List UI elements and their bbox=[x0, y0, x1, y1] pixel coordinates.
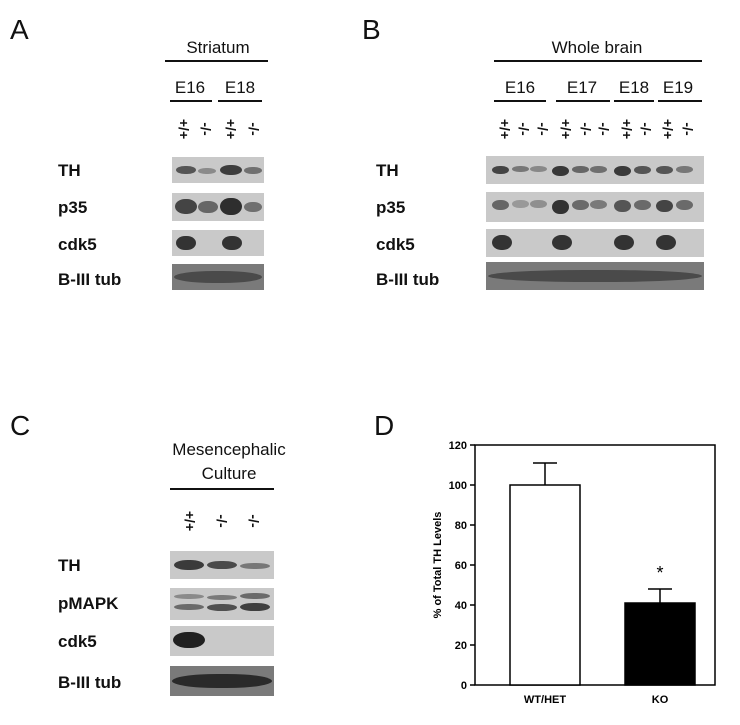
panel-a-row-cdk5: cdk5 bbox=[58, 235, 97, 254]
panel-b-genotype-label: +/+ bbox=[497, 118, 513, 140]
panel-b-tissue: Whole brain bbox=[551, 38, 643, 57]
panel-a-tissue: Striatum bbox=[186, 38, 250, 57]
panel-b-genotype-label: -/- bbox=[638, 122, 654, 136]
y-tick-label: 40 bbox=[455, 600, 467, 612]
panel-b-genotype-label: +/+ bbox=[660, 118, 676, 140]
panel-c-letter: C bbox=[10, 410, 31, 441]
panel-c-genotype-label: +/+ bbox=[182, 510, 198, 532]
panel-c-row-th: TH bbox=[58, 556, 81, 575]
panel-a-tissue-line bbox=[165, 60, 268, 62]
panel-a-blot-th bbox=[172, 157, 264, 183]
panel-a-blot-cdk5 bbox=[172, 230, 264, 256]
y-tick-label: 60 bbox=[455, 560, 467, 572]
panel-b-genotype-label: -/- bbox=[516, 122, 532, 136]
panel-c-blot-pmapk bbox=[170, 588, 274, 620]
panel-d-chart: 0 20 40 60 80 100 120 % of Total TH Levels WT/HE… bbox=[432, 440, 716, 706]
panel-a-genotype-label: +/+ bbox=[223, 118, 239, 140]
panel-b-row-p35: p35 bbox=[376, 198, 406, 217]
panel-c-blot-btub bbox=[170, 666, 274, 696]
panel-b-blot-btub bbox=[486, 262, 704, 290]
bar-ko bbox=[624, 602, 696, 686]
panel-a-age-line-e18 bbox=[218, 100, 262, 102]
panel-b-age-e17: E17 bbox=[566, 78, 598, 97]
panel-b-blot-p35 bbox=[486, 192, 704, 222]
panel-a-letter: A bbox=[10, 14, 29, 45]
y-tick-label: 0 bbox=[461, 680, 467, 692]
panel-b-age-line-e18 bbox=[614, 100, 654, 102]
x-tick-label: KO bbox=[652, 694, 669, 706]
panel-d-letter: D bbox=[374, 410, 395, 441]
panel-a-row-p35: p35 bbox=[58, 198, 88, 217]
panel-c-row-pmapk: pMAPK bbox=[58, 594, 119, 613]
panel-b-age-e19: E19 bbox=[662, 78, 694, 97]
panel-b-tissue-line bbox=[494, 60, 702, 62]
panel-b-row-btub: B-III tub bbox=[376, 270, 440, 289]
panel-c-tissue-line1: Mesencephalic bbox=[172, 440, 286, 459]
panel-b-genotype-label: +/+ bbox=[558, 118, 574, 140]
panel-c-blot-cdk5 bbox=[170, 626, 274, 656]
x-tick-label: WT/HET bbox=[524, 694, 566, 706]
panel-b-letter: B bbox=[362, 14, 381, 45]
y-tick-label: 20 bbox=[455, 640, 467, 652]
panel-a-row-th: TH bbox=[58, 161, 81, 180]
panel-a-blot-p35 bbox=[172, 193, 264, 221]
panel-a-row-btub: B-III tub bbox=[58, 270, 122, 289]
significance-asterisk: * bbox=[656, 563, 663, 583]
panel-a-age-e16: E16 bbox=[174, 78, 206, 97]
panel-b-genotype-label: -/- bbox=[680, 122, 696, 136]
panel-b-row-th: TH bbox=[376, 161, 399, 180]
panel-b-genotype-label: -/- bbox=[596, 122, 612, 136]
panel-c-row-btub: B-III tub bbox=[58, 673, 122, 692]
panel-b-blot-th bbox=[486, 156, 704, 184]
panel-a-blot-btub bbox=[172, 264, 264, 290]
panel-b-age-e18: E18 bbox=[618, 78, 650, 97]
panel-b-age-line-e16 bbox=[494, 100, 546, 102]
panel-b-row-cdk5: cdk5 bbox=[376, 235, 415, 254]
panel-c-row-cdk5: cdk5 bbox=[58, 632, 97, 651]
y-axis-label: % of Total TH Levels bbox=[432, 512, 444, 619]
panel-b-genotype-label: -/- bbox=[535, 122, 551, 136]
panel-c-genotype-label: -/- bbox=[246, 514, 262, 528]
panel-b-age-e16: E16 bbox=[504, 78, 536, 97]
bar-wt-het bbox=[509, 484, 581, 686]
panel-a-genotype-label: -/- bbox=[198, 122, 214, 136]
panel-b-blot-cdk5 bbox=[486, 229, 704, 257]
panel-b-age-line-e17 bbox=[556, 100, 610, 102]
panel-b-age-line-e19 bbox=[658, 100, 702, 102]
y-tick-label: 100 bbox=[449, 480, 467, 492]
panel-b-genotype-label: -/- bbox=[578, 122, 594, 136]
panel-c-genotype-label: -/- bbox=[214, 514, 230, 528]
panel-c-blot-th bbox=[170, 551, 274, 579]
panel-a-genotype-label: -/- bbox=[246, 122, 262, 136]
panel-c-tissue-line bbox=[170, 488, 274, 490]
y-tick-label: 120 bbox=[449, 440, 467, 452]
panel-a-genotype-label: +/+ bbox=[176, 118, 192, 140]
panel-a-age-e18: E18 bbox=[224, 78, 256, 97]
y-tick-label: 80 bbox=[455, 520, 467, 532]
panel-a-age-line-e16 bbox=[170, 100, 212, 102]
panel-c-tissue-line2: Culture bbox=[201, 464, 257, 483]
panel-b-genotype-label: +/+ bbox=[619, 118, 635, 140]
